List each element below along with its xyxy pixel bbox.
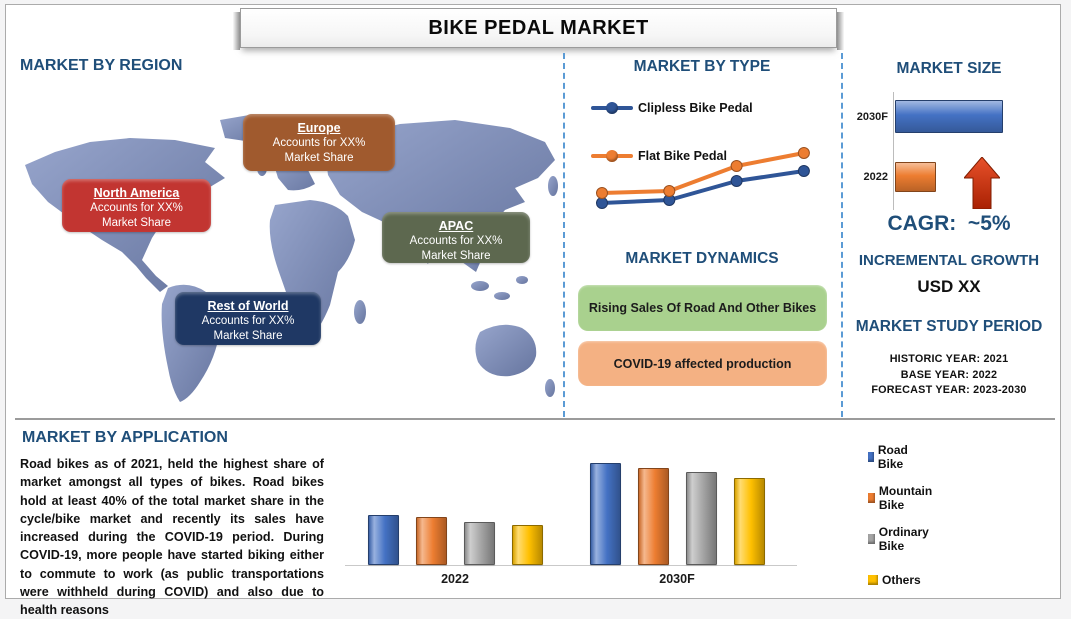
clipless-line-marker xyxy=(591,102,633,114)
legend-road-bike: Road Bike xyxy=(868,443,912,471)
callout-apac-line1: Accounts for XX% xyxy=(409,235,503,247)
study-period-lines: HISTORIC YEAR: 2021 BASE YEAR: 2022 FORE… xyxy=(841,352,1057,399)
callout-europe-line1: Accounts for XX% xyxy=(272,137,366,149)
legend-others: Others xyxy=(868,572,921,588)
callout-europe-name: Europe xyxy=(297,121,341,135)
road-bike-label: Road Bike xyxy=(877,443,908,471)
growth-arrow-icon xyxy=(964,157,1000,209)
callout-rest-of-world: Rest of World Accounts for XX% Market Sh… xyxy=(175,292,321,345)
size-bar-2022 xyxy=(895,162,936,192)
bar-2030f-others xyxy=(734,478,765,565)
vertical-divider-left xyxy=(563,53,565,417)
growth-heading: INCREMENTAL GROWTH xyxy=(858,252,1040,269)
forecast-year: FORECAST YEAR: 2023-2030 xyxy=(871,384,1027,396)
callout-europe-line2: Market Share xyxy=(284,152,354,164)
region-heading: MARKET BY REGION xyxy=(20,57,183,74)
title-bar: BIKE PEDAL MARKET xyxy=(233,8,837,50)
bar-2022-ordinary-bike xyxy=(464,522,495,565)
callout-north-america: North America Accounts for XX% Market Sh… xyxy=(62,179,211,232)
growth-value: USD XX xyxy=(917,277,981,296)
application-label-2030f: 2030F xyxy=(659,572,695,586)
callout-north-america-name: North America xyxy=(93,186,180,200)
legend-clipless: Clipless Bike Pedal xyxy=(591,100,753,116)
application-bar-chart: 2022 2030F xyxy=(345,455,825,590)
bar-2030f-road-bike xyxy=(590,463,621,565)
size-label-2022: 2022 xyxy=(863,171,888,183)
legend-flat: Flat Bike Pedal xyxy=(591,148,727,164)
study-period-heading: MARKET STUDY PERIOD xyxy=(855,318,1043,335)
mountain-bike-swatch-icon xyxy=(868,493,875,503)
infographic-board: BIKE PEDAL MARKET MARKET BY REGION xyxy=(5,4,1061,617)
type-heading: MARKET BY TYPE xyxy=(633,58,771,75)
application-chart-axis xyxy=(345,565,797,566)
bar-2022-road-bike xyxy=(368,515,399,565)
base-year: BASE YEAR: 2022 xyxy=(900,368,998,381)
dynamics-restraint-label: COVID-19 affected production xyxy=(613,356,792,371)
others-label: Others xyxy=(882,573,921,587)
horizontal-divider xyxy=(15,418,1055,420)
road-bike-swatch-icon xyxy=(868,452,874,462)
application-heading: MARKET BY APPLICATION xyxy=(22,429,228,446)
size-label-2030f: 2030F xyxy=(856,111,888,123)
callout-apac: APAC Accounts for XX% Market Share xyxy=(382,212,530,263)
legend-ordinary-bike: Ordinary Bike xyxy=(868,525,932,553)
application-paragraph: Road bikes as of 2021, held the highest … xyxy=(20,457,324,617)
mountain-bike-label: Mountain Bike xyxy=(878,484,933,512)
bar-2030f-mountain-bike xyxy=(638,468,669,565)
callout-europe: Europe Accounts for XX% Market Share xyxy=(243,114,395,171)
bar-2022-mountain-bike xyxy=(416,517,447,565)
legend-clipless-label: Clipless Bike Pedal xyxy=(638,101,753,115)
cagr-value: CAGR: ~5% xyxy=(887,212,1011,235)
callout-north-america-line2: Market Share xyxy=(101,217,172,229)
clipless-dot-icon xyxy=(606,102,618,114)
legend-flat-label: Flat Bike Pedal xyxy=(638,149,727,163)
others-swatch-icon xyxy=(868,575,878,585)
callout-north-america-line1: Accounts for XX% xyxy=(90,202,183,214)
size-chart-axis xyxy=(893,92,894,210)
callout-apac-name: APAC xyxy=(438,219,474,233)
page-title: BIKE PEDAL MARKET xyxy=(428,16,649,39)
dynamics-driver-label: Rising Sales Of Road And Other Bikes xyxy=(588,301,817,315)
size-bar-2030f xyxy=(895,100,1003,133)
callout-rest-of-world-line1: Accounts for XX% xyxy=(201,315,295,327)
ordinary-bike-swatch-icon xyxy=(868,534,875,544)
dynamics-restraint-box: COVID-19 affected production xyxy=(578,341,827,386)
ordinary-bike-label: Ordinary Bike xyxy=(878,525,929,553)
callout-rest-of-world-line2: Market Share xyxy=(213,330,283,342)
application-label-2022: 2022 xyxy=(441,572,469,586)
callout-apac-line2: Market Share xyxy=(421,250,491,262)
dynamics-heading: MARKET DYNAMICS xyxy=(625,250,779,267)
vertical-divider-right xyxy=(841,53,843,417)
flat-dot-icon xyxy=(606,150,618,162)
size-heading: MARKET SIZE xyxy=(896,60,1002,77)
flat-line-marker xyxy=(591,150,633,162)
legend-mountain-bike: Mountain Bike xyxy=(868,484,935,512)
bar-2022-others xyxy=(512,525,543,565)
historic-year: HISTORIC YEAR: 2021 xyxy=(889,353,1009,365)
callout-rest-of-world-name: Rest of World xyxy=(207,299,289,313)
bar-2030f-ordinary-bike xyxy=(686,472,717,565)
type-line-chart xyxy=(596,147,810,209)
dynamics-driver-box: Rising Sales Of Road And Other Bikes xyxy=(578,285,827,331)
